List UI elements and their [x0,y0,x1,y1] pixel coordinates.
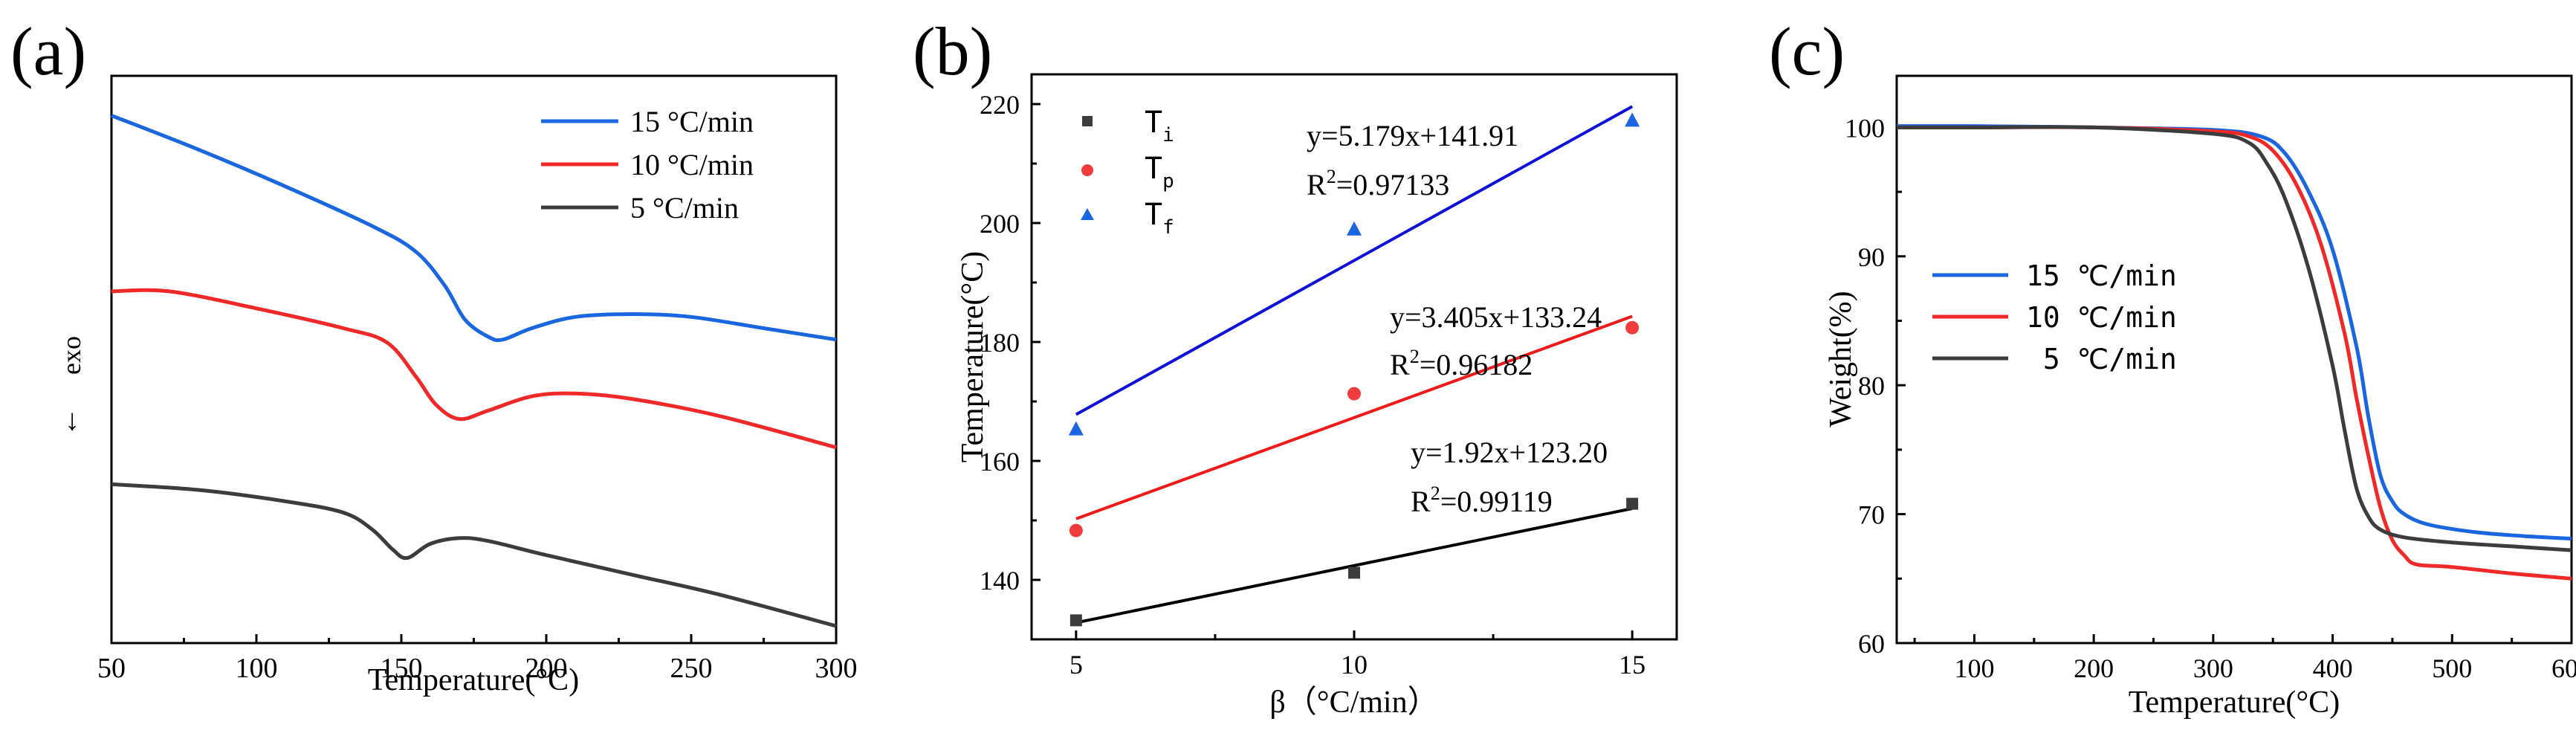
x-tick-label: 50 [97,653,126,684]
series-line-2 [111,482,837,628]
y-tick-label: 90 [1858,242,1885,272]
fit-tf-equation: y=5.179x+141.91 [1307,119,1518,152]
panel-b-legend-marker-ti [1082,116,1093,126]
panel-b-label: (b) [913,13,992,89]
panel-b-legend-tf: Tf [1145,198,1174,239]
marker-tp [1625,320,1640,335]
y-tick-label: 220 [980,90,1020,120]
x-tick-label: 5 [1069,650,1083,679]
x-tick-label: 100 [1954,653,1994,683]
marker-ti [1626,497,1639,510]
marker-tf [1347,221,1362,236]
panel-c-y-label: Weight(%) [1824,291,1858,427]
panel-c-legend-5: 5 ℃/min [2026,343,2177,375]
y-tick-label: 200 [980,209,1020,239]
y-tick-label: 160 [980,447,1020,477]
x-tick-label: 200 [2074,653,2114,683]
x-tick-label: 250 [670,653,713,684]
marker-tf [1068,421,1084,436]
series-line-1 [111,288,837,450]
panel-b-legend-marker-tf [1081,208,1094,220]
x-tick-label: 10 [1341,650,1368,679]
series-line-0 [1896,123,2572,540]
x-tick-label: 200 [525,653,568,684]
y-tick-label: 80 [1858,371,1885,401]
marker-ti [1348,566,1360,579]
panel-b-fit-annotations: y=5.179x+141.91 R2=0.97133 y=3.405x+133.… [1307,119,1608,518]
x-tick-label: 400 [2313,653,2353,683]
y-tick-label: 100 [1845,113,1885,143]
y-tick-label: 70 [1858,500,1885,530]
fit-ti-r2: R2=0.99119 [1411,482,1553,518]
panel-b-x-label: β（°C/min） [1269,685,1438,720]
marker-tp [1069,523,1083,538]
panel-b-ticks: 5 10 15 140 160 180 200 220 [980,90,1645,679]
fit-line-tf [1075,105,1634,416]
panel-b-y-label: Temperature(°C) [956,251,990,462]
panel-b-legend-ti: Ti [1145,106,1174,146]
panel-a-label: (a) [10,13,86,89]
marker-tf [1625,112,1640,127]
panel-b-markers [1068,112,1640,627]
panel-a: (a) 50 100 150 200 250 300 Temperature(°C) ex… [10,13,858,697]
panel-c-legend: 15 ℃/min 10 ℃/min 5 ℃/min [1932,259,2177,375]
panel-a-series [111,114,837,628]
panel-c-axes-frame [1895,74,2573,645]
panel-a-legend: 15 °C/min 10 °C/min 5 °C/min [541,105,754,225]
panel-c: (c) 100 200 300 400 500 600 60 70 80 90 100 Temper… [1769,13,2576,720]
x-tick-label: 300 [815,653,858,684]
panel-c-legend-10: 10 ℃/min [2026,301,2177,334]
panel-a-legend-10: 10 °C/min [630,148,754,181]
series-line-0 [111,114,837,343]
fit-line-tp [1075,314,1633,520]
x-tick-label: 150 [381,653,423,684]
series-line-2 [1896,125,2572,552]
panel-b-legend: Ti Tp Tf [1081,106,1174,239]
panel-a-x-ticks: 50 100 150 200 250 300 [97,634,858,684]
panel-b-legend-tp: Tp [1145,152,1174,193]
panel-c-x-label: Temperature(°C) [2129,685,2340,720]
y-tick-label: 180 [980,328,1020,358]
marker-tp [1347,387,1361,401]
panel-c-series [1896,123,2572,581]
panel-b: (b) 5 10 15 140 160 180 200 220 β（°C/min） Tempe… [913,13,1678,720]
series-line-1 [1896,125,2572,581]
panel-b-axes-frame [1030,73,1678,641]
panel-c-legend-15: 15 ℃/min [2026,259,2177,292]
panel-b-legend-marker-tp [1081,164,1093,176]
y-tick-label: 60 [1858,629,1885,659]
fit-tp-r2: R2=0.96182 [1390,346,1533,381]
x-tick-label: 600 [2551,653,2576,683]
marker-ti [1069,614,1082,627]
panel-a-legend-5: 5 °C/min [630,191,739,225]
panel-a-legend-15: 15 °C/min [630,105,754,138]
panel-a-y-label: exo [56,336,86,375]
fit-line-ti [1075,507,1633,624]
panel-c-ticks: 100 200 300 400 500 600 60 70 80 90 100 [1845,113,2576,683]
panel-b-fit-lines [1075,105,1634,624]
x-tick-label: 500 [2432,653,2472,683]
x-tick-label: 100 [236,653,278,684]
fit-tf-r2: R2=0.97133 [1307,166,1449,201]
x-tick-label: 300 [2193,653,2233,683]
panel-a-exo-arrow-icon: ↓ [65,403,80,436]
fit-tp-equation: y=3.405x+133.24 [1390,300,1602,334]
panel-a-x-label: Temperature(°C) [368,663,579,697]
panel-c-label: (c) [1769,13,1845,89]
fit-ti-equation: y=1.92x+123.20 [1411,436,1608,469]
y-tick-label: 140 [980,566,1020,595]
x-tick-label: 15 [1619,650,1645,679]
